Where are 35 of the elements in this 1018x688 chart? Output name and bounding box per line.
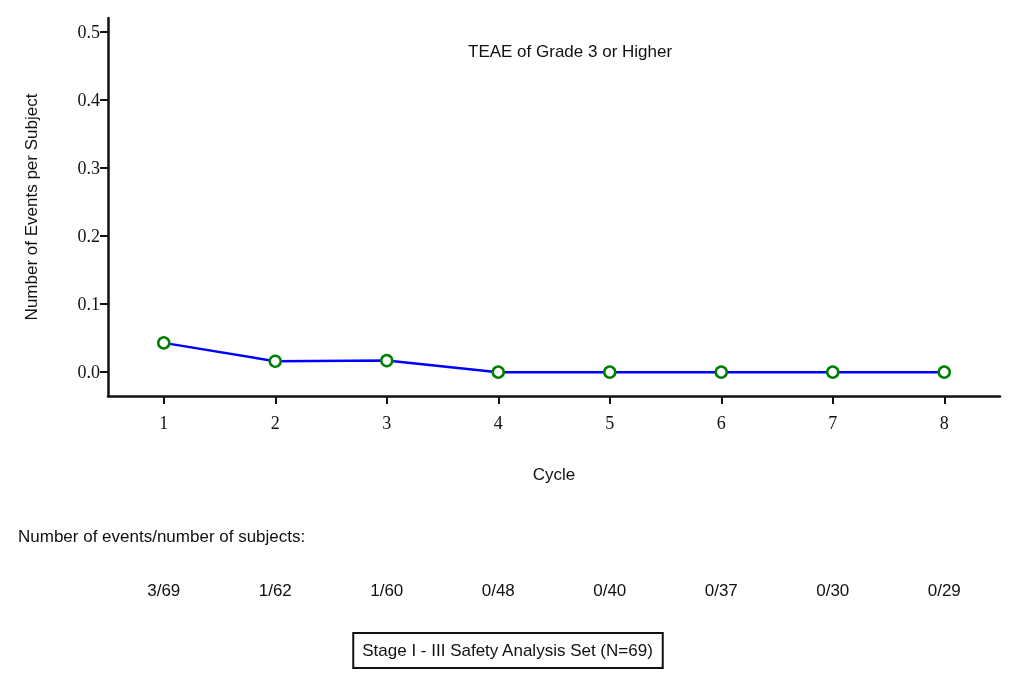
data-label: 0/30 — [816, 580, 850, 600]
x-tick-label: 6 — [716, 413, 726, 433]
data-label: 3/69 — [147, 580, 181, 600]
point — [603, 365, 617, 379]
text: TEAE of Grade 3 or Higher — [468, 42, 673, 61]
y-tick-label: 0.0 — [77, 362, 100, 383]
data-label: 0/29 — [927, 580, 961, 600]
x-tick-label: 1 — [159, 413, 169, 433]
point — [714, 365, 728, 379]
y-tick-label: 0.1 — [77, 294, 100, 315]
y-tick-label: 0.5 — [77, 21, 100, 42]
x-tick-label: 3 — [382, 413, 392, 433]
x-axis-title: Cycle — [532, 465, 576, 484]
y-tick-label: 0.3 — [77, 157, 100, 178]
data-label: 1/60 — [370, 580, 404, 600]
x-tick-label: 8 — [939, 413, 949, 433]
x-tick-label: 7 — [828, 413, 838, 433]
point — [937, 365, 951, 379]
data-label: 1/62 — [258, 580, 292, 600]
point — [826, 365, 840, 379]
x-tick-label: 4 — [493, 413, 503, 433]
point — [268, 354, 282, 369]
y-axis-title: Number of Events per Subject — [22, 93, 41, 321]
text: Stage I - III Safety Analysis Set (N=69) — [362, 641, 653, 660]
text: Number of events/number of subjects: — [18, 527, 306, 546]
point — [157, 336, 171, 350]
point — [491, 365, 505, 379]
y-tick-label: 0.2 — [77, 225, 100, 246]
x-tick-label: 5 — [605, 413, 615, 433]
data-label: 0/37 — [704, 580, 738, 600]
y-tick-label: 0.4 — [77, 89, 100, 110]
data-label: 0/48 — [481, 580, 515, 600]
data-label: 0/40 — [593, 580, 627, 600]
point — [380, 353, 394, 368]
x-tick-label: 2 — [270, 413, 280, 433]
